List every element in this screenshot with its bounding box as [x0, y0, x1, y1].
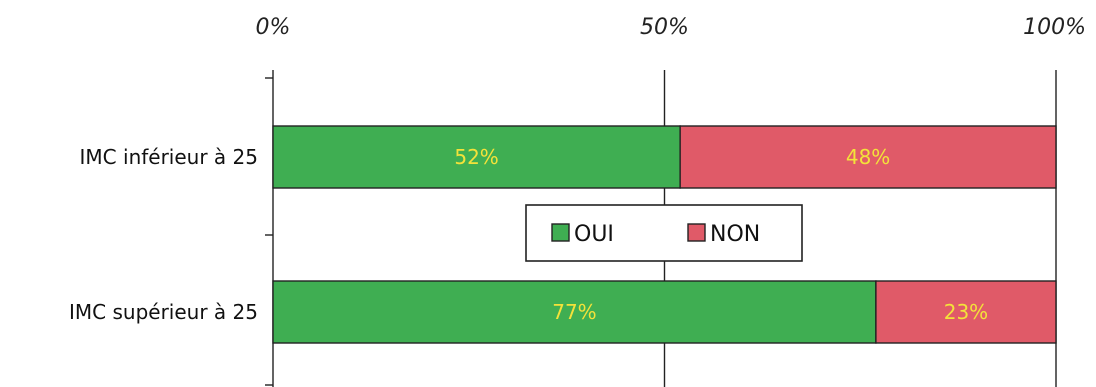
bar-oui-1: [272, 280, 877, 344]
bar-oui-0: [272, 125, 681, 189]
legend-label-non: NON: [710, 222, 760, 247]
legend-box: [525, 204, 803, 262]
legend-swatch-non: [687, 223, 706, 242]
x-tick-label-2: 100%: [1023, 15, 1086, 40]
bar-non-0: [679, 125, 1057, 189]
data-label-non-1: 23%: [944, 300, 988, 324]
data-label-non-0: 48%: [846, 145, 890, 169]
legend-label-oui: OUI: [574, 222, 614, 247]
data-label-oui-0: 52%: [454, 145, 498, 169]
x-tick-label-0: 0%: [256, 15, 291, 40]
category-label-1: IMC supérieur à 25: [69, 300, 258, 324]
bar-non-1: [875, 280, 1057, 344]
legend-swatch-oui: [551, 223, 570, 242]
category-label-0: IMC inférieur à 25: [80, 145, 258, 169]
data-label-oui-1: 77%: [552, 300, 596, 324]
x-tick-label-1: 50%: [640, 15, 689, 40]
